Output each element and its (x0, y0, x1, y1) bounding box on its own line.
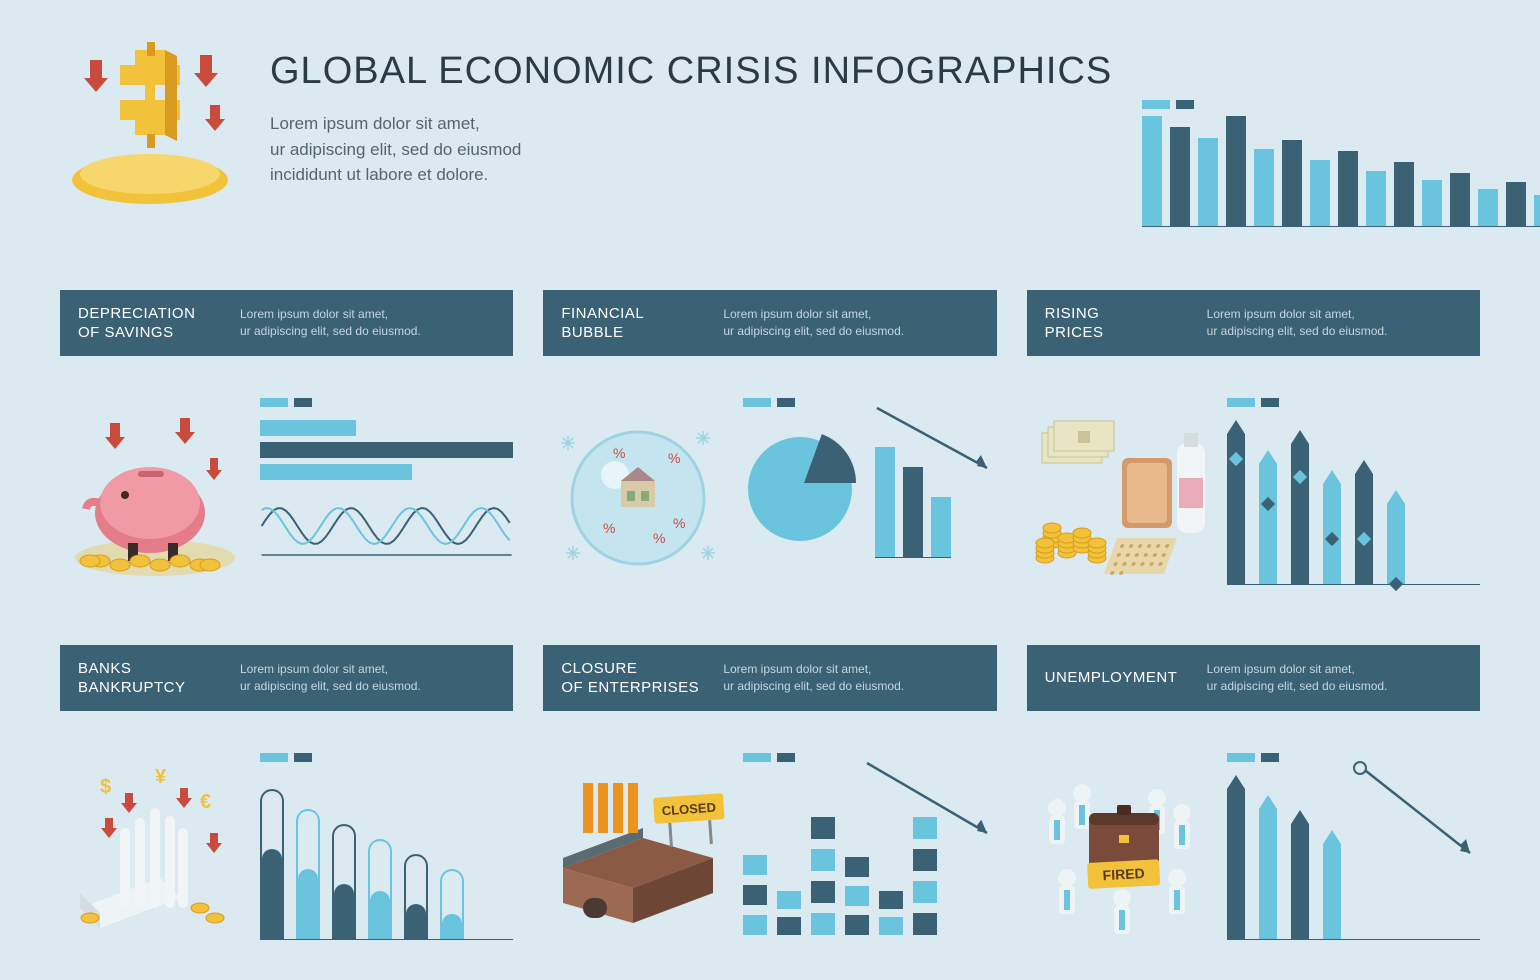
banks-chart (260, 753, 513, 943)
card-header: BANKS BANKRUPTCY Lorem ipsum dolor sit a… (60, 645, 513, 711)
prices-chart (1227, 398, 1480, 588)
svg-text:€: € (200, 791, 211, 813)
card-desc: Lorem ipsum dolor sit amet, ur adipiscin… (723, 306, 996, 340)
fired-label: FIRED (1102, 865, 1145, 883)
banks-illustration-icon: $ ¥ € (60, 758, 250, 938)
card-title: DEPRECIATION OF SAVINGS (60, 304, 240, 343)
card-header: DEPRECIATION OF SAVINGS Lorem ipsum dolo… (60, 290, 513, 356)
melting-dollar-icon (60, 40, 240, 210)
card-banks: BANKS BANKRUPTCY Lorem ipsum dolor sit a… (60, 645, 513, 970)
card-desc: Lorem ipsum dolor sit amet, ur adipiscin… (240, 306, 513, 340)
unemployment-chart (1227, 753, 1480, 943)
card-bubble: FINANCIAL BUBBLE Lorem ipsum dolor sit a… (543, 290, 996, 615)
prices-illustration-icon (1027, 403, 1217, 583)
card-header: FINANCIAL BUBBLE Lorem ipsum dolor sit a… (543, 290, 996, 356)
bubble-illustration-icon: %%%%% (543, 403, 733, 583)
card-unemployment: UNEMPLOYMENT Lorem ipsum dolor sit amet,… (1027, 645, 1480, 970)
closure-illustration-icon: CLOSED (543, 758, 733, 938)
card-desc: Lorem ipsum dolor sit amet, ur adipiscin… (240, 661, 513, 695)
unemployment-illustration-icon: FIRED (1027, 758, 1217, 938)
page-subtitle: Lorem ipsum dolor sit amet, ur adipiscin… (270, 111, 1112, 188)
svg-text:$: $ (100, 776, 111, 798)
svg-text:%: % (668, 450, 680, 466)
card-title: CLOSURE OF ENTERPRISES (543, 659, 723, 698)
bubble-chart (743, 398, 996, 588)
card-header: UNEMPLOYMENT Lorem ipsum dolor sit amet,… (1027, 645, 1480, 711)
card-title: RISING PRICES (1027, 304, 1207, 343)
card-desc: Lorem ipsum dolor sit amet, ur adipiscin… (723, 661, 996, 695)
card-closure: CLOSURE OF ENTERPRISES Lorem ipsum dolor… (543, 645, 996, 970)
card-title: BANKS BANKRUPTCY (60, 659, 240, 698)
card-prices: RISING PRICES Lorem ipsum dolor sit amet… (1027, 290, 1480, 615)
card-desc: Lorem ipsum dolor sit amet, ur adipiscin… (1207, 306, 1480, 340)
card-header: CLOSURE OF ENTERPRISES Lorem ipsum dolor… (543, 645, 996, 711)
card-title: FINANCIAL BUBBLE (543, 304, 723, 343)
depreciation-chart (260, 398, 513, 588)
depreciation-illustration-icon (60, 403, 250, 583)
svg-text:%: % (603, 520, 615, 536)
svg-text:%: % (653, 530, 665, 546)
card-desc: Lorem ipsum dolor sit amet, ur adipiscin… (1207, 661, 1480, 695)
card-title: UNEMPLOYMENT (1027, 668, 1207, 688)
svg-text:%: % (673, 515, 685, 531)
card-depreciation: DEPRECIATION OF SAVINGS Lorem ipsum dolo… (60, 290, 513, 615)
header-bar-chart (1142, 40, 1540, 227)
svg-text:¥: ¥ (155, 766, 167, 788)
svg-text:%: % (613, 445, 625, 461)
page-title: GLOBAL ECONOMIC CRISIS INFOGRAPHICS (270, 50, 1112, 93)
card-header: RISING PRICES Lorem ipsum dolor sit amet… (1027, 290, 1480, 356)
closure-chart (743, 753, 996, 943)
